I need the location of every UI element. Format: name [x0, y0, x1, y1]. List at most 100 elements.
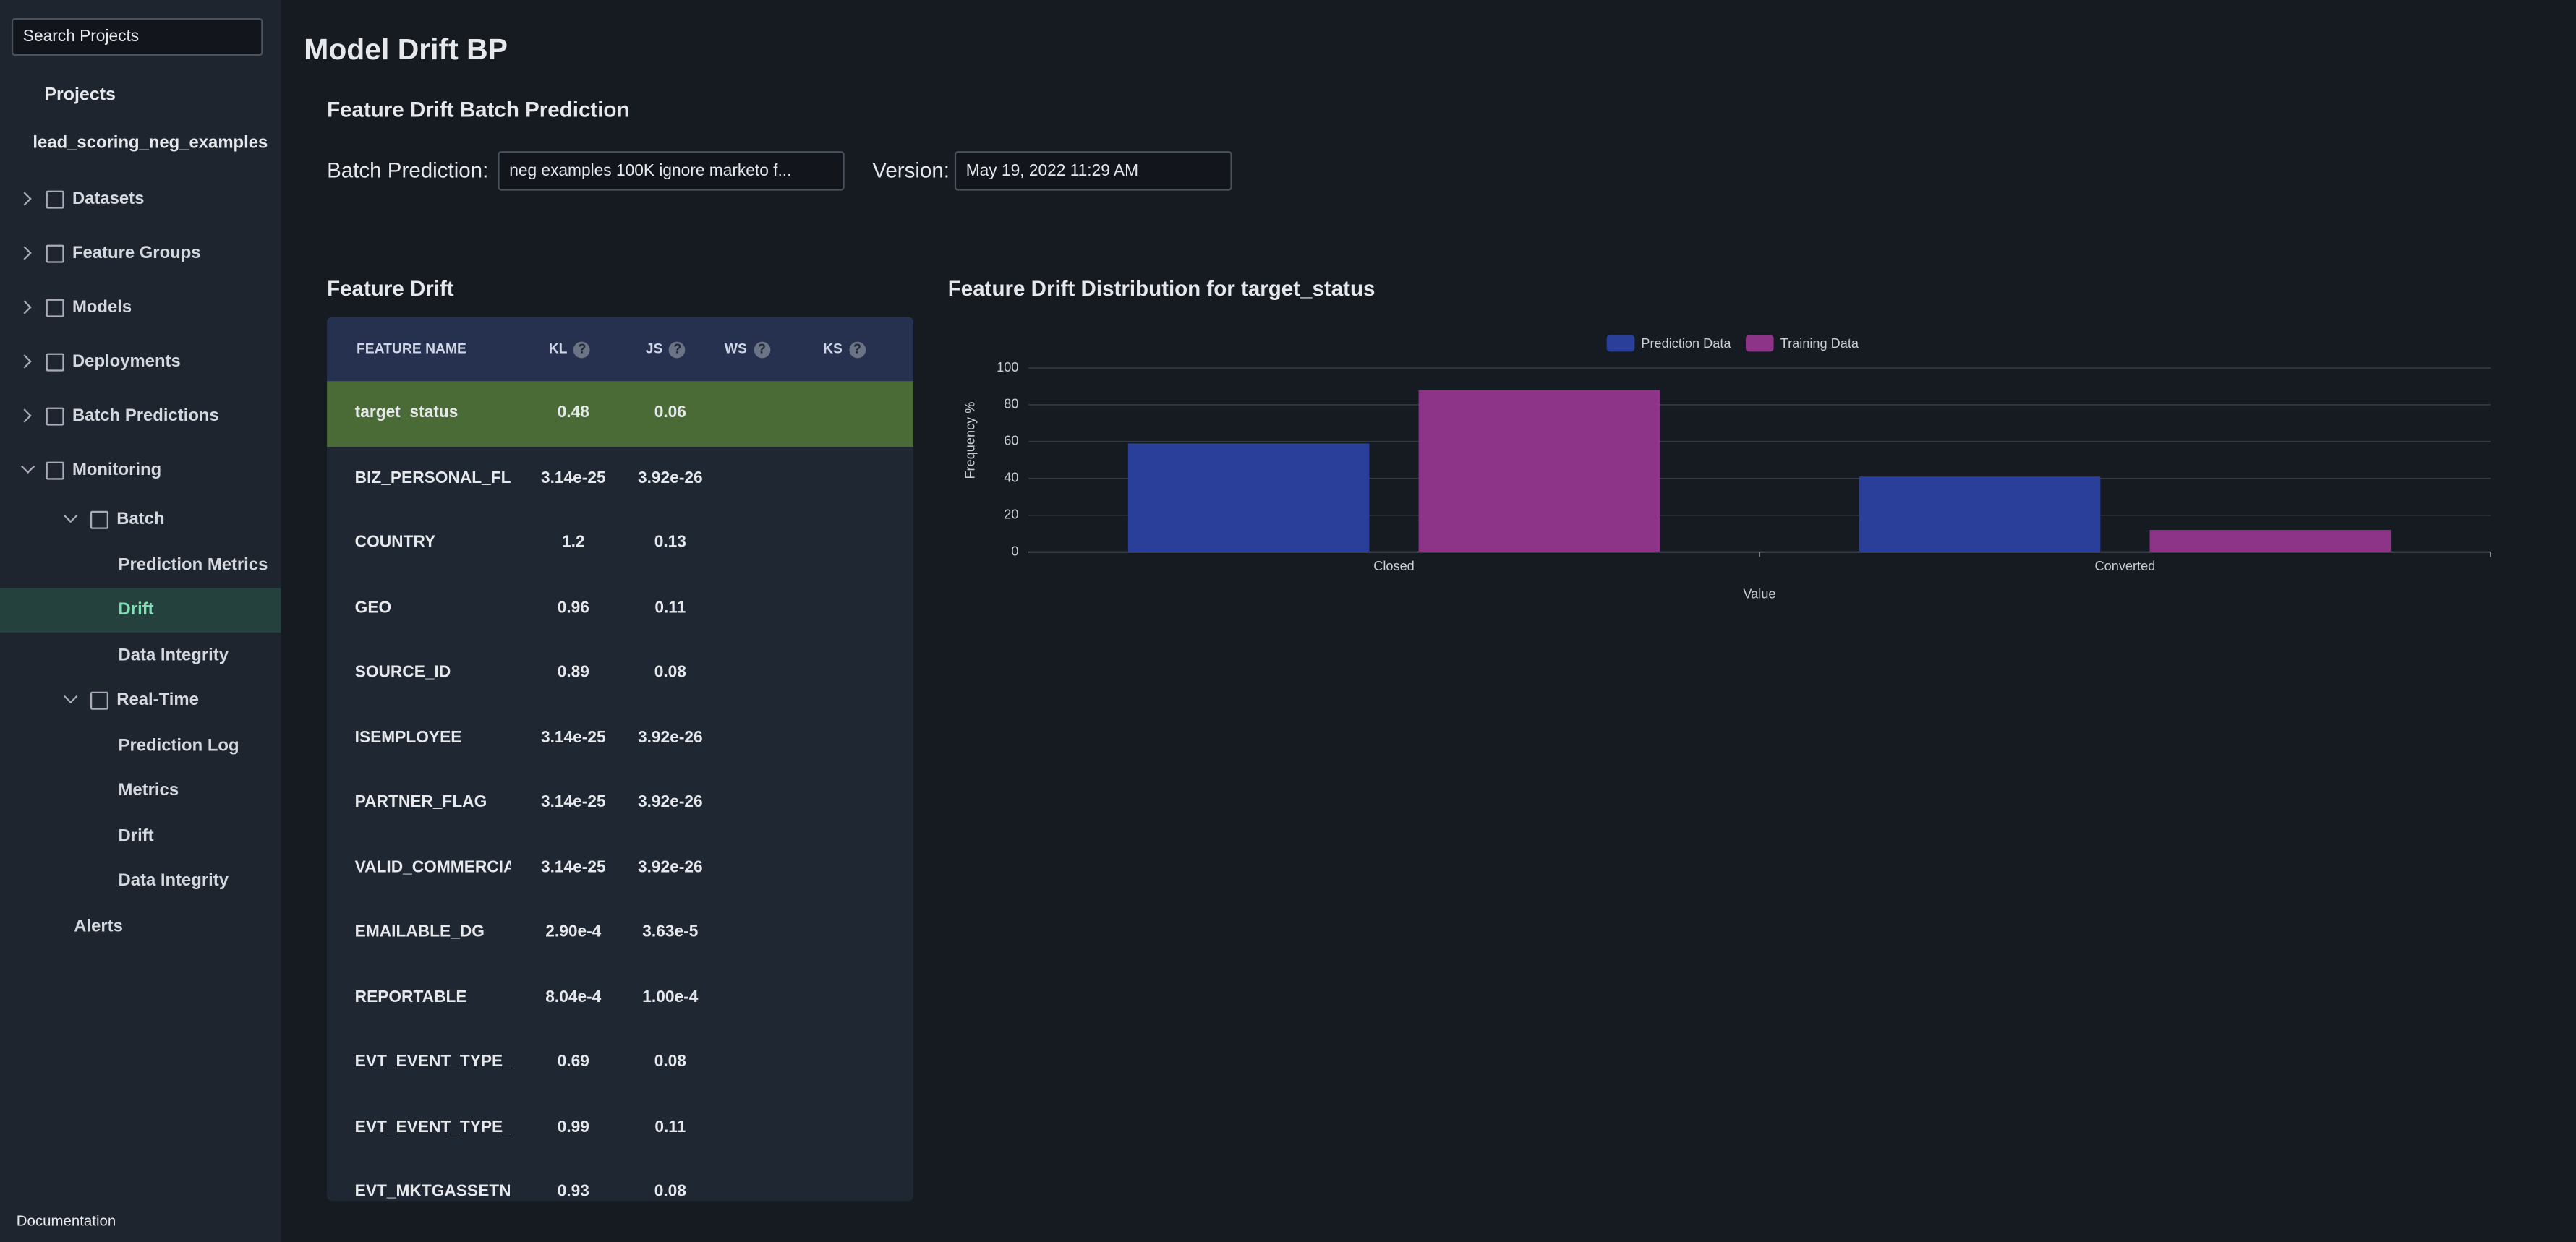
bar — [1859, 476, 2101, 552]
project-name[interactable]: lead_scoring_neg_examples — [33, 133, 268, 153]
project-search[interactable]: Search Projects — [11, 17, 263, 56]
x-axis-label: Value — [1743, 586, 1775, 601]
nav-item[interactable]: Monitoring — [0, 442, 281, 497]
table-row[interactable]: REPORTABLE 8.04e-4 1.00e-4 — [327, 965, 913, 1030]
metric-value: 3.63e-5 — [642, 923, 699, 942]
nav-item[interactable]: Feature Groups — [0, 226, 281, 280]
metric-value: 0.08 — [654, 1053, 686, 1071]
table-row[interactable]: ISEMPLOYEE 3.14e-25 3.92e-26 — [327, 706, 913, 771]
table-row[interactable]: EVT_EVENT_TYPE_P 0.99 0.11 — [327, 1095, 913, 1160]
nav-icon — [46, 190, 64, 209]
version-select[interactable]: May 19, 2022 11:29 AM — [954, 151, 1232, 191]
version-value: May 19, 2022 11:29 AM — [965, 161, 1139, 180]
chart-title: Feature Drift Distribution for target_st… — [947, 275, 1376, 301]
chevron — [17, 354, 32, 369]
metric-value: 3.92e-26 — [637, 728, 703, 747]
metric-value: 0.69 — [557, 1053, 589, 1071]
section-subtitle: Feature Drift Batch Prediction — [327, 97, 630, 122]
metric-value: 8.04e-4 — [545, 988, 602, 1006]
bar — [2149, 530, 2392, 552]
metric-value: 0.96 — [557, 599, 589, 617]
batch-value: neg examples 100K ignore marketo f... — [509, 161, 792, 180]
nav-item[interactable]: Real-Time — [0, 677, 281, 722]
nav-item[interactable]: Alerts — [0, 904, 281, 948]
table-row[interactable]: EVT_MKTGASSETNA 0.93 0.08 — [327, 1160, 913, 1201]
feature-name: COUNTRY — [354, 534, 436, 552]
nav-item[interactable]: Models — [0, 280, 281, 334]
feature-name: VALID_COMMERCIA — [354, 858, 511, 877]
nav-icon — [90, 511, 108, 530]
nav-icon — [46, 353, 64, 372]
nav-label: Batch Predictions — [72, 406, 219, 426]
chevron — [17, 300, 32, 314]
feature-name: ISEMPLOYEE — [354, 728, 462, 747]
y-tick-label: 0 — [1011, 544, 1018, 558]
table-row[interactable]: GEO 0.96 0.11 — [327, 576, 913, 641]
table-row[interactable]: BIZ_PERSONAL_FLA 3.14e-25 3.92e-26 — [327, 446, 913, 511]
column-label: WS — [724, 340, 747, 357]
metric-value: 3.92e-26 — [637, 468, 703, 487]
column-header: JS? — [646, 340, 686, 358]
table-row[interactable]: target_status 0.48 0.06 — [327, 381, 914, 446]
column-header: KS? — [823, 340, 866, 358]
projects-label[interactable]: Projects — [44, 85, 116, 106]
nav-item[interactable]: Datasets — [0, 171, 281, 226]
chevron — [17, 246, 32, 260]
drift-table: FEATURE NAME KL? JS? WS? KS? target_status 0.4… — [327, 317, 914, 1202]
nav-label: Deployments — [72, 351, 181, 372]
nav-item[interactable]: Drift — [0, 813, 281, 858]
y-tick-label: 20 — [1004, 507, 1018, 521]
metric-value: 0.06 — [654, 404, 686, 423]
help-icon[interactable]: ? — [754, 341, 770, 358]
help-icon[interactable]: ? — [849, 341, 866, 358]
chevron — [17, 192, 32, 206]
feature-name: REPORTABLE — [354, 988, 467, 1006]
table-header: FEATURE NAME KL? JS? WS? KS? — [327, 317, 914, 382]
feature-name: GEO — [354, 599, 392, 617]
batch-select[interactable]: neg examples 100K ignore marketo f... — [498, 151, 845, 191]
nav-item[interactable]: Metrics — [0, 768, 281, 813]
documentation-link[interactable]: Documentation — [16, 1212, 116, 1229]
column-label: KL — [548, 340, 568, 357]
nav-item[interactable]: Batch Predictions — [0, 388, 281, 442]
metric-value: 3.14e-25 — [540, 728, 606, 747]
nav-icon — [46, 461, 64, 480]
y-tick-label: 80 — [1004, 397, 1018, 411]
nav-item[interactable]: Prediction Metrics — [0, 542, 281, 587]
metric-value: 1.2 — [562, 534, 585, 552]
metric-value: 2.90e-4 — [545, 923, 602, 942]
metric-value: 0.08 — [654, 664, 686, 682]
table-row[interactable]: EVT_EVENT_TYPE_E 0.69 0.08 — [327, 1030, 913, 1095]
table-row[interactable]: PARTNER_FLAG 3.14e-25 3.92e-26 — [327, 771, 913, 836]
nav-item[interactable]: Data Integrity — [0, 633, 281, 677]
nav-item[interactable]: Drift — [0, 587, 281, 633]
version-label: Version: — [872, 158, 950, 183]
metric-value: 3.14e-25 — [540, 793, 606, 812]
x-tick-label: Closed — [1373, 559, 1415, 573]
legend-label: Prediction Data — [1641, 336, 1731, 351]
feature-name: SOURCE_ID — [354, 664, 451, 682]
nav-item[interactable]: Batch — [0, 497, 281, 541]
nav-item[interactable]: Deployments — [0, 334, 281, 388]
bar — [1127, 443, 1370, 552]
metric-value: 3.92e-26 — [637, 793, 703, 812]
metric-value: 3.92e-26 — [637, 858, 703, 877]
table-row[interactable]: EMAILABLE_DG 2.90e-4 3.63e-5 — [327, 900, 913, 965]
legend-label: Training Data — [1780, 336, 1859, 351]
metric-value: 0.13 — [654, 534, 686, 552]
batch-label: Batch Prediction: — [327, 158, 489, 183]
sidebar: Search Projects Projects lead_scoring_ne… — [0, 0, 281, 1242]
nav-label: Metrics — [118, 781, 179, 801]
nav-item[interactable]: Prediction Log — [0, 723, 281, 768]
help-icon[interactable]: ? — [669, 341, 686, 358]
nav-label: Prediction Metrics — [118, 554, 268, 575]
table-row[interactable]: VALID_COMMERCIA 3.14e-25 3.92e-26 — [327, 836, 913, 901]
help-icon[interactable]: ? — [573, 341, 591, 358]
metric-value: 0.99 — [557, 1118, 589, 1136]
table-row[interactable]: SOURCE_ID 0.89 0.08 — [327, 641, 913, 706]
nav-item[interactable]: Data Integrity — [0, 858, 281, 903]
table-row[interactable]: COUNTRY 1.2 0.13 — [327, 511, 913, 576]
nav-label: Drift — [118, 826, 154, 846]
metric-value: 0.48 — [557, 404, 589, 423]
